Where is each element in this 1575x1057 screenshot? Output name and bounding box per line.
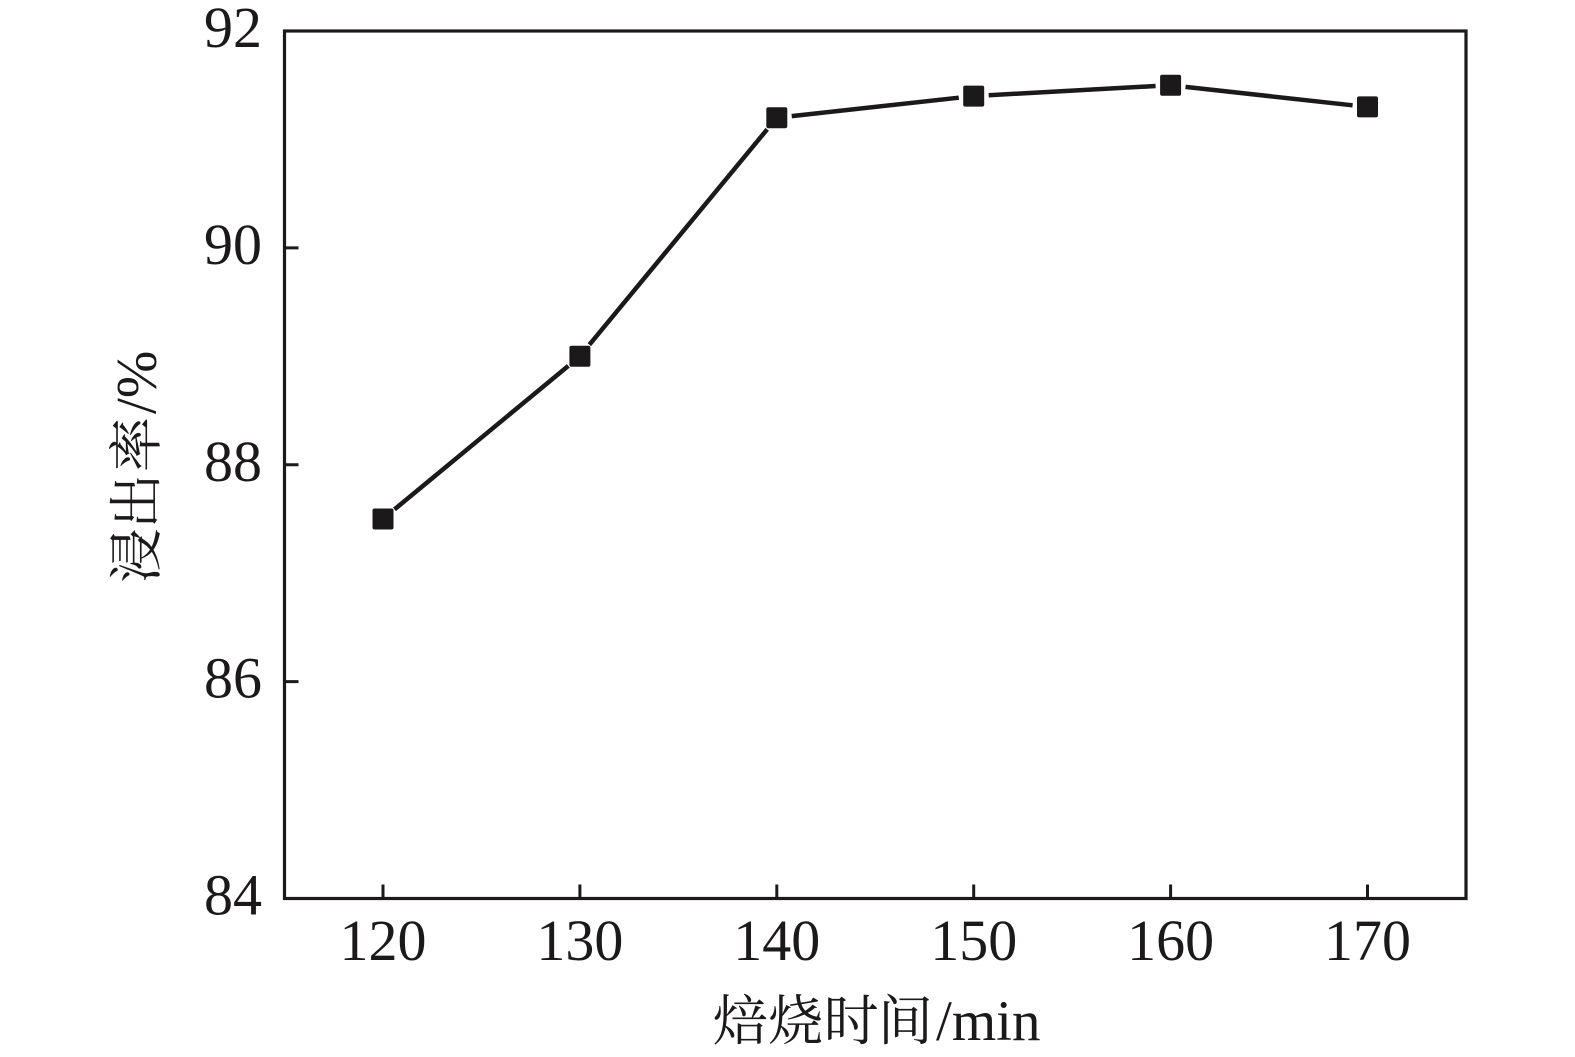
- svg-text:92: 92: [204, 0, 262, 60]
- svg-text:88: 88: [204, 429, 262, 494]
- svg-text:120: 120: [340, 908, 427, 973]
- svg-text:130: 130: [536, 908, 623, 973]
- svg-text:160: 160: [1127, 908, 1214, 973]
- svg-text:170: 170: [1324, 908, 1411, 973]
- svg-text:84: 84: [204, 863, 262, 928]
- svg-text:140: 140: [733, 908, 820, 973]
- svg-text:86: 86: [204, 646, 262, 711]
- svg-text:/min: /min: [936, 990, 1041, 1053]
- svg-text:90: 90: [204, 212, 262, 277]
- svg-text:150: 150: [930, 908, 1017, 973]
- svg-text:/%: /%: [106, 351, 169, 414]
